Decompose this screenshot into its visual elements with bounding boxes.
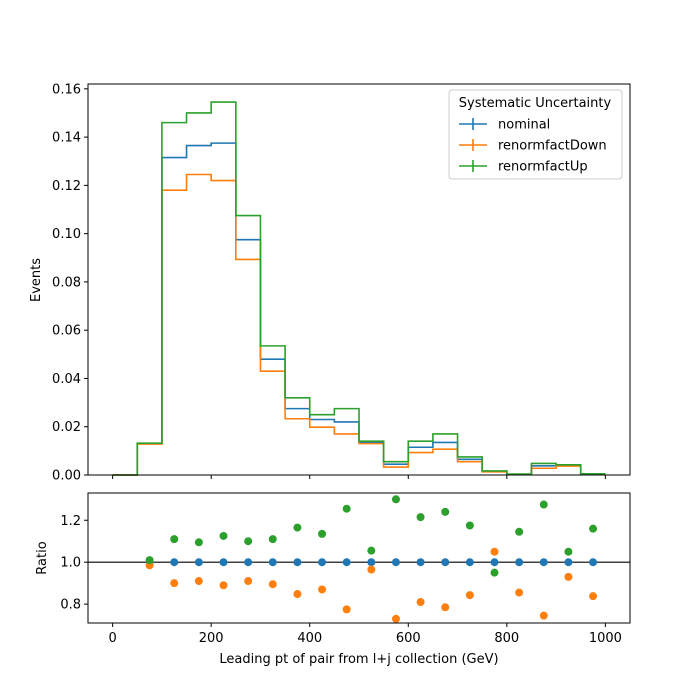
main-y-tick-label: 0.06 <box>52 324 81 339</box>
ratio-y-axis-label: Ratio <box>35 541 50 574</box>
ratio-point-renormfactdown <box>244 577 253 586</box>
main-y-axis-label: Events <box>29 258 44 302</box>
ratio-point-nominal <box>589 558 598 567</box>
ratio-plot-panel: 0.8 1.0 1.2 0 200 400 600 800 1000 Ratio Leadin… <box>35 492 631 667</box>
ratio-point-renormfactdown <box>367 565 376 574</box>
x-tick-label: 800 <box>494 631 519 646</box>
ratio-point-renormfactdown <box>564 572 573 581</box>
ratio-point-renormfactdown <box>539 611 548 620</box>
ratio-point-renormfactup <box>244 537 253 546</box>
ratio-point-renormfactdown <box>293 590 302 599</box>
ratio-point-renormfactdown <box>194 577 203 586</box>
ratio-point-renormfactup <box>416 513 425 522</box>
ratio-point-nominal <box>539 558 548 567</box>
ratio-point-nominal <box>342 558 351 567</box>
ratio-point-nominal <box>515 558 524 567</box>
ratio-point-renormfactup <box>441 507 450 516</box>
legend-label-nominal: nominal <box>498 118 550 133</box>
x-tick-label: 0 <box>108 631 116 646</box>
ratio-y-tick-label: 0.8 <box>60 598 81 613</box>
ratio-y-tick-label: 1.0 <box>60 556 81 571</box>
ratio-point-renormfactup <box>293 523 302 532</box>
ratio-point-renormfactup <box>391 495 400 504</box>
main-y-tick-label: 0.04 <box>52 372 81 387</box>
ratio-point-nominal <box>367 558 376 567</box>
ratio-point-nominal <box>293 558 302 567</box>
ratio-point-renormfactup <box>145 556 154 565</box>
main-y-tick-label: 0.10 <box>52 227 81 242</box>
x-axis-label: Leading pt of pair from l+j collection (… <box>219 652 498 667</box>
ratio-point-nominal <box>465 558 474 567</box>
x-tick-label: 200 <box>199 631 224 646</box>
ratio-point-renormfactup <box>515 527 524 536</box>
ratio-point-renormfactdown <box>318 585 327 594</box>
ratio-point-nominal <box>219 558 228 567</box>
legend-title: Systematic Uncertainty <box>459 96 612 111</box>
main-y-tick-label: 0.08 <box>52 275 81 290</box>
ratio-point-nominal <box>564 558 573 567</box>
legend: Systematic Uncertainty nominal renormfact… <box>448 89 623 180</box>
ratio-point-renormfactdown <box>490 547 499 556</box>
ratio-point-nominal <box>194 558 203 567</box>
ratio-point-renormfactdown <box>170 579 179 588</box>
main-y-tick-label: 0.14 <box>52 131 81 146</box>
ratio-point-renormfactup <box>219 531 228 540</box>
ratio-point-renormfactup <box>318 529 327 538</box>
ratio-point-nominal <box>416 558 425 567</box>
ratio-point-renormfactup <box>465 521 474 530</box>
ratio-point-renormfactup <box>170 535 179 544</box>
ratio-point-renormfactdown <box>268 580 277 589</box>
series-line-renormfactup <box>112 101 606 476</box>
ratio-point-renormfactup <box>490 568 499 577</box>
ratio-point-renormfactdown <box>391 614 400 623</box>
ratio-plot-frame <box>88 493 630 623</box>
ratio-point-renormfactup <box>268 535 277 544</box>
main-y-tick-label: 0.12 <box>52 179 81 194</box>
x-tick-label: 600 <box>396 631 421 646</box>
legend-box <box>448 89 623 180</box>
x-tick-label: 400 <box>297 631 322 646</box>
ratio-point-renormfactup <box>564 547 573 556</box>
ratio-point-renormfactdown <box>416 598 425 607</box>
ratio-point-renormfactdown <box>465 591 474 600</box>
ratio-point-renormfactup <box>342 504 351 513</box>
ratio-point-renormfactdown <box>515 588 524 597</box>
ratio-point-nominal <box>244 558 253 567</box>
x-tick-label: 1000 <box>589 631 622 646</box>
ratio-point-renormfactup <box>539 500 548 509</box>
ratio-point-renormfactup <box>589 524 598 533</box>
ratio-point-nominal <box>268 558 277 567</box>
ratio-point-renormfactdown <box>441 603 450 612</box>
main-y-tick-label: 0.00 <box>52 469 81 484</box>
ratio-point-renormfactdown <box>342 605 351 614</box>
legend-label-renormfactdown: renormfactDown <box>498 139 607 154</box>
ratio-point-renormfactup <box>367 546 376 555</box>
ratio-y-tick-label: 1.2 <box>60 514 81 529</box>
ratio-point-nominal <box>391 558 400 567</box>
ratio-point-renormfactdown <box>589 592 598 601</box>
ratio-point-nominal <box>170 558 179 567</box>
ratio-point-nominal <box>441 558 450 567</box>
ratio-point-renormfactdown <box>219 581 228 590</box>
ratio-point-renormfactup <box>194 538 203 547</box>
main-y-tick-label: 0.02 <box>52 420 81 435</box>
ratio-point-nominal <box>318 558 327 567</box>
ratio-point-nominal <box>490 558 499 567</box>
main-y-tick-label: 0.16 <box>52 82 81 97</box>
legend-label-renormfactup: renormfactUp <box>498 160 588 175</box>
